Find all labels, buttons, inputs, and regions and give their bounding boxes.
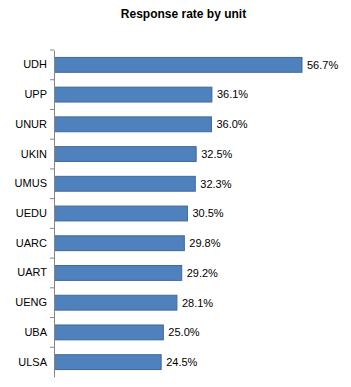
tick-label: UPP [24, 88, 47, 100]
tick: UART [17, 266, 54, 278]
bar [54, 355, 161, 370]
tick-mark [50, 79, 54, 80]
tick-label: UNUR [15, 118, 47, 130]
tick-label: UEDU [16, 207, 47, 219]
chart: Response rate by unitUDHUPPUNURUKINUMUSU… [0, 0, 351, 387]
tick-label: ULSA [18, 356, 47, 368]
tick: UENG [15, 296, 54, 308]
bar [54, 295, 177, 310]
tick: UDH [23, 58, 54, 70]
data-label: 29.2% [187, 267, 218, 279]
bar [54, 147, 196, 162]
tick-mark [50, 139, 54, 140]
background [0, 0, 351, 387]
tick-label: UBA [24, 326, 47, 338]
tick: ULSA [18, 356, 54, 368]
data-label: 36.0% [216, 118, 247, 130]
tick: UBA [24, 326, 54, 338]
tick-mark [50, 317, 54, 318]
data-label: 32.5% [201, 148, 232, 160]
tick-mark [50, 109, 54, 110]
bar [54, 117, 211, 132]
data-label: 29.8% [189, 237, 220, 249]
axis-separators [50, 50, 54, 347]
data-labels: 56.7% 36.1% 36.0% 32.5% 32.3% 30.5% 29.8% 29.2%… [166, 59, 338, 368]
tick: UMUS [15, 177, 54, 189]
bars [54, 57, 302, 369]
tick-mark [50, 228, 54, 229]
tick: UEDU [16, 207, 54, 219]
tick-mark [50, 347, 54, 348]
tick: UKIN [21, 148, 54, 160]
data-label: 28.1% [182, 297, 213, 309]
bar [54, 206, 187, 221]
data-label: 36.1% [217, 88, 248, 100]
bar [54, 176, 195, 191]
tick: UPP [24, 88, 54, 100]
bar [54, 87, 212, 102]
tick-label: UMUS [15, 177, 47, 189]
data-label: 24.5% [166, 356, 197, 368]
data-label: 56.7% [307, 59, 338, 71]
axis-line [54, 51, 55, 378]
bar [54, 57, 302, 72]
tick: UARC [16, 237, 54, 249]
tick-mark [50, 258, 54, 259]
data-label: 32.3% [200, 178, 231, 190]
tick-label: UART [17, 266, 47, 278]
category-axis: UDH UPP UNUR UKIN UMUS UEDU UARC UART UENG UBA ULS… [15, 51, 55, 378]
tick-label: UKIN [21, 148, 47, 160]
tick: UNUR [15, 118, 54, 130]
data-label: 30.5% [192, 207, 223, 219]
tick-mark [50, 287, 54, 288]
tick-mark [50, 198, 54, 199]
tick-mark [50, 50, 54, 51]
tick-label: UARC [16, 237, 47, 249]
bar [54, 236, 184, 251]
tick-label: UENG [15, 296, 47, 308]
tick-label: UDH [23, 58, 47, 70]
data-label: 25.0% [168, 326, 199, 338]
title: Response rate by unit [121, 7, 246, 21]
bar [54, 266, 182, 281]
bar [54, 325, 163, 340]
tick-mark [50, 168, 54, 169]
